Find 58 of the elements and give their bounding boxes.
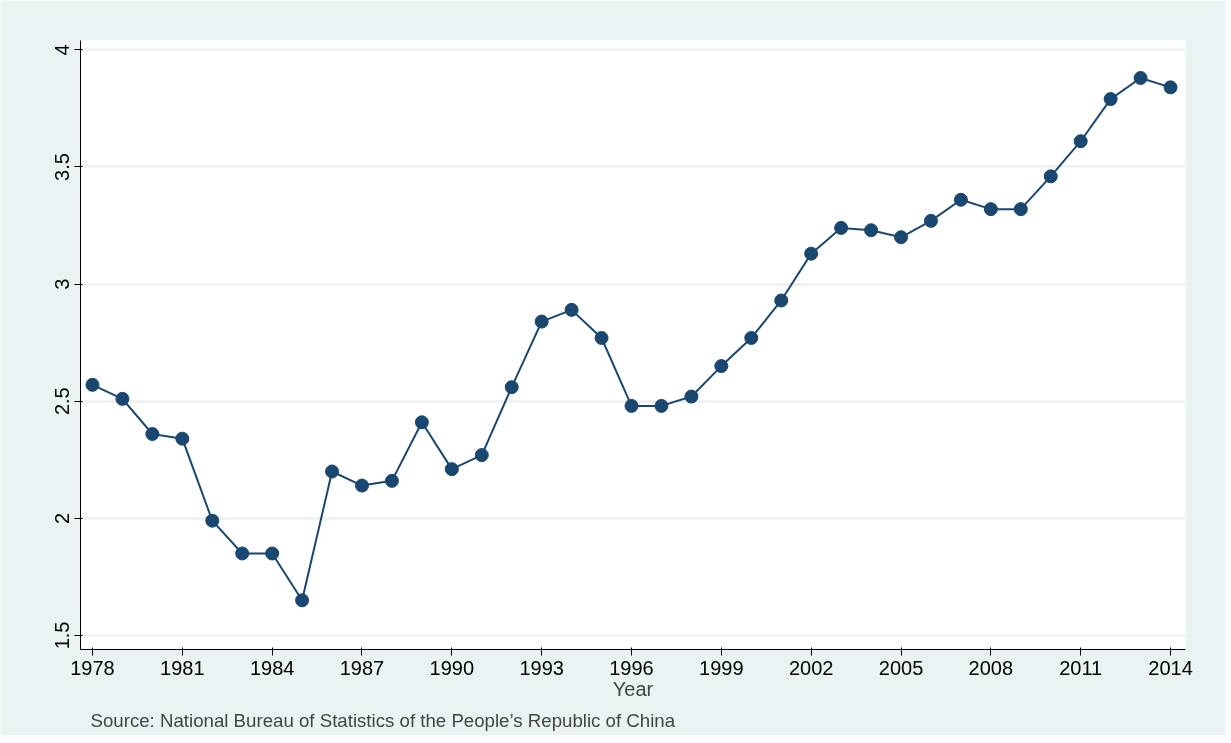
x-tick-label: 1996: [609, 656, 654, 679]
x-tick-label: 1987: [339, 656, 385, 679]
point: [474, 448, 489, 463]
source-note: Source: National Bureau of Statistics of the People’s Republic of China: [90, 709, 676, 731]
point: [1043, 169, 1058, 184]
point: [983, 202, 998, 217]
point: [774, 293, 789, 308]
point: [1103, 92, 1118, 107]
x-tick-label: 2011: [1059, 656, 1103, 679]
point: [953, 192, 968, 207]
x-tick-label: 2008: [968, 656, 1014, 679]
x-tick-label: 2014: [1148, 656, 1193, 679]
x-tick-label: 1978: [70, 656, 115, 679]
y-tick-label: 3: [51, 278, 74, 290]
point: [1163, 80, 1178, 95]
point: [175, 431, 190, 446]
point: [594, 330, 609, 345]
point: [564, 302, 579, 317]
x-tick-label: 1999: [699, 656, 744, 679]
point: [534, 314, 549, 329]
point: [115, 391, 130, 406]
point: [834, 220, 849, 235]
point: [325, 464, 340, 479]
point: [744, 330, 759, 345]
point: [1133, 70, 1148, 85]
x-tick-label: 1993: [519, 656, 564, 679]
point: [1073, 134, 1088, 149]
y-tick-label: 1.5: [51, 621, 74, 650]
y-tick-label: 2.5: [51, 387, 74, 416]
y-tick-label: 2: [51, 512, 74, 524]
point: [145, 427, 160, 441]
point: [384, 473, 399, 488]
x-tick-label: 1984: [249, 656, 295, 679]
x-axis-title: Year: [612, 677, 654, 700]
point: [714, 359, 729, 374]
y-tick-label: 4: [51, 44, 74, 56]
point: [235, 546, 250, 561]
point: [624, 398, 639, 413]
point: [804, 246, 819, 261]
point: [265, 546, 280, 561]
point: [923, 213, 938, 228]
point: [295, 593, 310, 608]
point: [654, 398, 669, 413]
x-tick-label: 2002: [788, 656, 834, 679]
point: [684, 389, 699, 404]
point: [894, 230, 909, 245]
point: [444, 462, 459, 477]
point: [205, 513, 220, 528]
x-tick-label: 1990: [429, 656, 475, 679]
point: [354, 478, 369, 493]
point: [504, 380, 519, 395]
point: [414, 415, 429, 430]
x-tick-label: 2005: [878, 656, 924, 679]
point: [85, 377, 100, 392]
point: [1013, 202, 1028, 217]
x-tick-label: 1981: [160, 656, 205, 679]
point: [864, 223, 879, 238]
y-tick-label: 3.5: [51, 153, 74, 181]
